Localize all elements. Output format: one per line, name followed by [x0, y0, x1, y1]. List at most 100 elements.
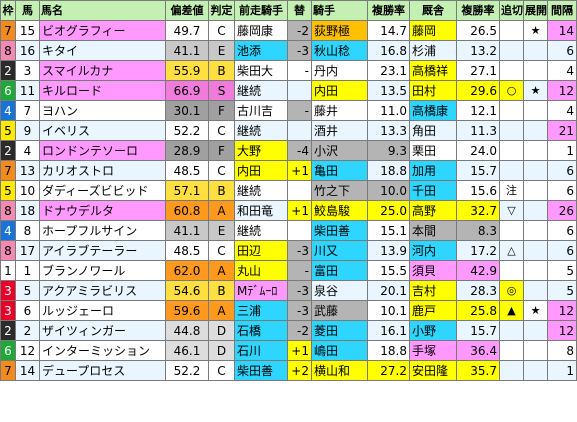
rank-grade: C — [208, 360, 235, 381]
table-row[interactable]: 8 17 アイラブテーラー 48.5 C 田辺 -3 川又 13.9 河内 17.2 △ 6 — [0, 240, 577, 261]
horse-name: ダディーズビビッド — [39, 180, 166, 201]
horse-name: ドナウデルタ — [39, 200, 166, 221]
table-row[interactable]: 3 5 アクアミラビリス 54.6 B Mﾃﾞﾑｰﾛ -3 泉谷 20.1 吉村 28.3 ◎ 5 — [0, 280, 577, 301]
workout-mark: ▲ — [499, 300, 524, 321]
horse-number: 9 — [15, 120, 40, 141]
horse-number: 13 — [15, 160, 40, 181]
table-row[interactable]: 7 15 ビオグラフィー 49.7 C 藤岡康 -2 荻野極 14.7 藤岡 26.5 ★ 14 — [0, 20, 577, 41]
previous-jockey: 三浦 — [234, 300, 288, 321]
stable-place-rate: 17.2 — [456, 240, 500, 261]
header-name: 馬名 — [39, 0, 166, 21]
race-interval: 6 — [547, 160, 577, 181]
previous-jockey: 継続 — [234, 180, 288, 201]
stable: 鹿戸 — [409, 300, 457, 321]
table-row[interactable]: 1 1 ブランノワール 62.0 A 丸山 - 富田 15.5 須貝 42.9 5 — [0, 260, 577, 281]
jockey: 秋山稔 — [311, 40, 368, 61]
stable-place-rate: 24.0 — [456, 140, 500, 161]
jockey-place-rate: 27.2 — [367, 360, 410, 381]
table-row[interactable]: 5 10 ダディーズビビッド 57.1 B 継続 竹之下 10.0 千田 15.6 注 6 — [0, 180, 577, 201]
table-row[interactable]: 5 9 イベリス 52.2 C 継続 酒井 13.3 角田 11.3 21 — [0, 120, 577, 141]
pace-mark: ★ — [523, 80, 548, 101]
table-row[interactable]: 2 3 スマイルカナ 55.9 B 柴田大 - 丹内 23.1 高橋祥 27.1 4 — [0, 60, 577, 81]
jockey-change: -2 — [287, 20, 312, 41]
race-interval: 6 — [547, 180, 577, 201]
stable-place-rate: 13.2 — [456, 40, 500, 61]
stable: 角田 — [409, 120, 457, 141]
workout-mark — [499, 320, 524, 341]
stable: 栗田 — [409, 140, 457, 161]
horse-number: 7 — [15, 100, 40, 121]
jockey-place-rate: 13.3 — [367, 120, 410, 141]
deviation-score: 57.1 — [165, 180, 209, 201]
race-interval: 5 — [547, 260, 577, 281]
race-interval: 4 — [547, 100, 577, 121]
previous-jockey: 大野 — [234, 140, 288, 161]
table-row[interactable]: 4 8 ホープフルサイン 41.1 E 継続 柴田善 15.1 本間 8.3 6 — [0, 220, 577, 241]
pace-mark — [523, 260, 548, 281]
frame-number: 3 — [0, 280, 16, 301]
race-interval: 6 — [547, 220, 577, 241]
deviation-score: 52.2 — [165, 120, 209, 141]
workout-mark — [499, 220, 524, 241]
deviation-score: 49.7 — [165, 20, 209, 41]
workout-mark: △ — [499, 240, 524, 261]
horse-number: 11 — [15, 80, 40, 101]
horse-number: 15 — [15, 20, 40, 41]
horse-name: ザイツィンガー — [39, 320, 166, 341]
horse-name: インターミッション — [39, 340, 166, 361]
stable-place-rate: 42.9 — [456, 260, 500, 281]
table-row[interactable]: 2 4 ロンドンテソーロ 28.9 F 大野 -4 小沢 9.3 栗田 24.0 1 — [0, 140, 577, 161]
jockey-change: -2 — [287, 320, 312, 341]
jockey-change: - — [287, 60, 312, 81]
jockey-place-rate: 9.3 — [367, 140, 410, 161]
table-row[interactable]: 8 18 ドナウデルタ 60.8 A 和田竜 +1 鮫島駿 25.0 高野 32.7 ▽ 26 — [0, 200, 577, 221]
header-oikiri: 追切 — [499, 0, 524, 21]
jockey-place-rate: 18.8 — [367, 340, 410, 361]
deviation-score: 66.9 — [165, 80, 209, 101]
stable: 藤岡 — [409, 20, 457, 41]
table-row[interactable]: 7 14 デュープロセス 52.2 C 柴田善 +2 横山和 27.2 安田隆 35.7 1 — [0, 360, 577, 381]
rank-grade: C — [208, 120, 235, 141]
jockey: 富田 — [311, 260, 368, 281]
jockey-place-rate: 18.8 — [367, 160, 410, 181]
jockey: 横山和 — [311, 360, 368, 381]
table-row[interactable]: 6 12 インターミッション 46.1 D 石川 +1 嶋田 18.8 手塚 36.4 8 — [0, 340, 577, 361]
table-row[interactable]: 8 16 キタイ 41.1 E 池添 -3 秋山稔 16.8 杉浦 13.2 6 — [0, 40, 577, 61]
deviation-score: 60.8 — [165, 200, 209, 221]
stable: 本間 — [409, 220, 457, 241]
workout-mark — [499, 260, 524, 281]
jockey-place-rate: 15.1 — [367, 220, 410, 241]
pace-mark: ★ — [523, 300, 548, 321]
table-row[interactable]: 3 6 ルッジェーロ 59.6 A 三浦 -3 武藤 10.1 鹿戸 25.8 ▲ ★ 12 — [0, 300, 577, 321]
frame-number: 4 — [0, 220, 16, 241]
frame-number: 3 — [0, 300, 16, 321]
horse-number: 2 — [15, 320, 40, 341]
horse-name: ロンドンテソーロ — [39, 140, 166, 161]
jockey: 菱田 — [311, 320, 368, 341]
previous-jockey: 柴田善 — [234, 360, 288, 381]
frame-number: 2 — [0, 60, 16, 81]
deviation-score: 28.9 — [165, 140, 209, 161]
table-row[interactable]: 2 2 ザイツィンガー 44.8 D 石橋 -2 菱田 16.1 小野 15.7 12 — [0, 320, 577, 341]
stable-place-rate: 15.7 — [456, 160, 500, 181]
table-row[interactable]: 6 11 キルロード 66.9 S 継続 内田 13.5 田村 29.6 ○ ★ 12 — [0, 80, 577, 101]
race-interval: 6 — [547, 240, 577, 261]
horse-name: ブランノワール — [39, 260, 166, 281]
horse-name: キルロード — [39, 80, 166, 101]
deviation-score: 41.1 — [165, 40, 209, 61]
stable-place-rate: 15.7 — [456, 320, 500, 341]
race-interval: 26 — [547, 200, 577, 221]
horse-name: アイラブテーラー — [39, 240, 166, 261]
horse-name: ホープフルサイン — [39, 220, 166, 241]
pace-mark: ★ — [523, 20, 548, 41]
race-interval: 12 — [547, 300, 577, 321]
jockey-change — [287, 220, 312, 241]
jockey-change — [287, 120, 312, 141]
stable-place-rate: 11.3 — [456, 120, 500, 141]
table-row[interactable]: 7 13 カリオストロ 48.5 C 内田 +1 亀田 18.8 加用 15.7 6 — [0, 160, 577, 181]
jockey-change: -3 — [287, 280, 312, 301]
table-row[interactable]: 4 7 ヨハン 30.1 F 古川吉 - 藤井 11.0 高橋康 12.1 4 — [0, 100, 577, 121]
jockey-place-rate: 23.1 — [367, 60, 410, 81]
frame-number: 7 — [0, 360, 16, 381]
header-row: 枠 馬 馬名 偏差値 判定 前走騎手 替 騎手 複勝率 厩舎 複勝率 追切 展開… — [0, 0, 577, 21]
